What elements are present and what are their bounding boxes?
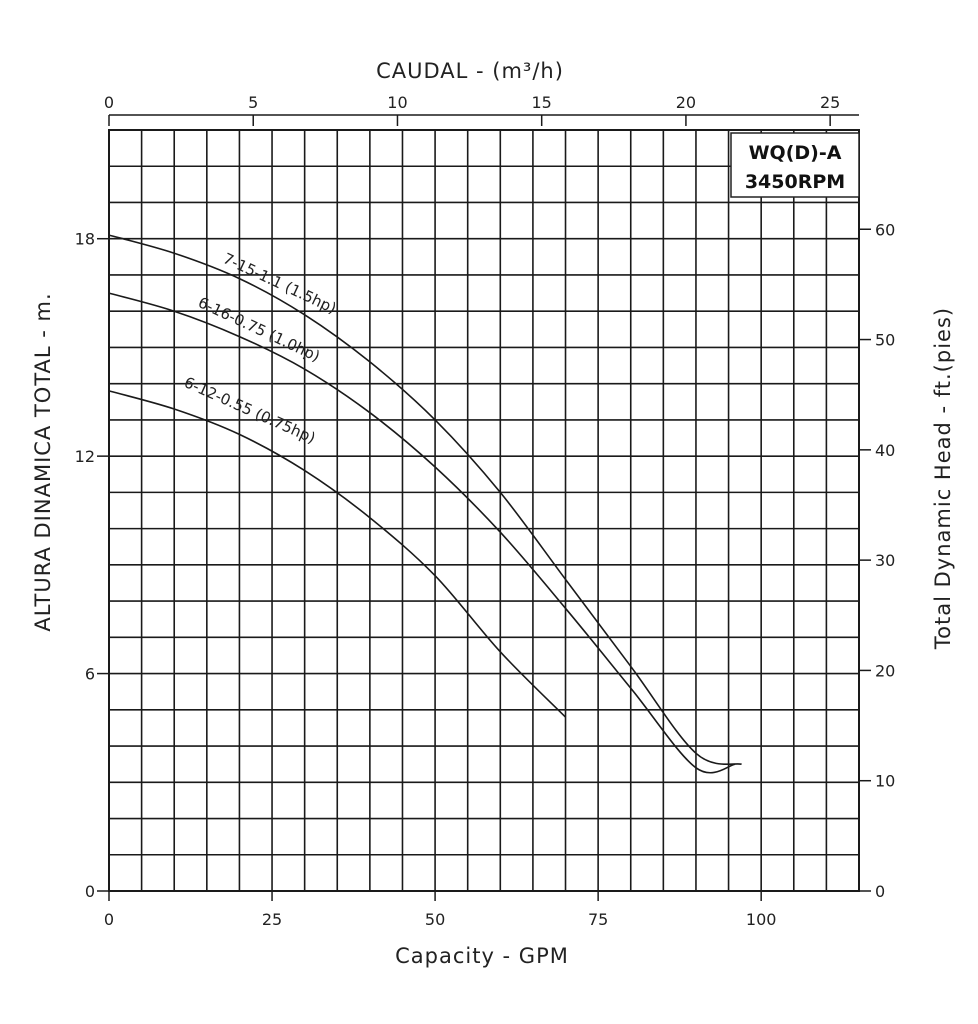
- model-box-line2: 3450RPM: [745, 171, 845, 193]
- top-tick-label: 20: [676, 93, 696, 112]
- bottom-axis-title: Capacity - GPM: [395, 944, 569, 968]
- model-box-border: [730, 132, 860, 198]
- model-box: WQ(D)-A 3450RPM: [730, 132, 860, 198]
- series-curve-1: [108, 234, 742, 766]
- bottom-tick-label: 25: [262, 910, 282, 929]
- right-axis-title: Total Dynamic Head - ft.(pies): [931, 307, 955, 650]
- bottom-tick-label: 0: [104, 910, 114, 929]
- series-label-1: 7-15-1.1 (1.5hp): [220, 249, 339, 317]
- left-tick-label: 6: [85, 665, 95, 684]
- series-curve-3: [108, 390, 567, 718]
- left-tick-label: 12: [75, 447, 95, 466]
- plot-frame: [108, 129, 860, 892]
- right-tick-label: 60: [875, 220, 895, 239]
- right-tick-label: 0: [875, 882, 885, 901]
- right-tick-label: 20: [875, 661, 895, 680]
- top-tick-label: 0: [104, 93, 114, 112]
- right-tick-label: 50: [875, 331, 895, 350]
- bottom-tick-label: 100: [746, 910, 777, 929]
- bottom-tick-label: 50: [425, 910, 445, 929]
- grid-layer: [109, 130, 859, 891]
- left-tick-label: 0: [85, 882, 95, 901]
- right-tick-label: 10: [875, 772, 895, 791]
- left-axis-title: ALTURA DINAMICA TOTAL - m.: [31, 292, 55, 631]
- top-tick-label: 5: [248, 93, 258, 112]
- ticks-layer: 0 25 50 75 100 0 5 10 15 20 25 0 6 12 18 0 10 20 30 40 50 60: [75, 93, 896, 929]
- right-tick-label: 40: [875, 441, 895, 460]
- left-tick-label: 18: [75, 230, 95, 249]
- top-axis-title: CAUDAL - (m³/h): [376, 59, 564, 83]
- bottom-tick-label: 75: [588, 910, 608, 929]
- frame-layer: [108, 114, 860, 892]
- series-layer: 7-15-1.1 (1.5hp)6-16-0.75 (1.0hp)6-12-0.…: [108, 234, 742, 774]
- top-tick-label: 25: [820, 93, 840, 112]
- right-tick-label: 30: [875, 551, 895, 570]
- top-tick-label: 10: [387, 93, 407, 112]
- model-box-line1: WQ(D)-A: [749, 142, 842, 164]
- top-tick-label: 15: [532, 93, 552, 112]
- series-curve-2: [108, 292, 736, 774]
